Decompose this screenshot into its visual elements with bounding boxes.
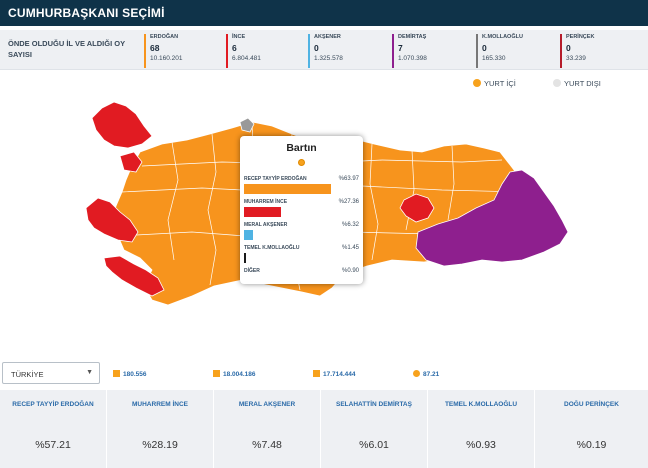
result-demirtas[interactable]: SELAHATTİN DEMİRTAŞ %6.01 bbox=[321, 390, 428, 468]
tooltip-candidate-name: DİĞER bbox=[244, 268, 260, 274]
tooltip-candidate-name: TEMEL K.MOLLAOĞLU bbox=[244, 245, 300, 251]
candidate-votes: 165.330 bbox=[482, 55, 506, 62]
candidate-province-count: 0 bbox=[566, 43, 571, 53]
candidate-name: AKŞENER bbox=[314, 34, 341, 40]
region-select-value: TÜRKİYE bbox=[11, 370, 44, 379]
stat-voters: 18.004.186 bbox=[213, 370, 256, 378]
candidate-name: İNCE bbox=[232, 34, 246, 40]
tooltip-bar-ince bbox=[244, 207, 282, 217]
tooltip-province-name: Bartın bbox=[286, 142, 317, 154]
result-candidate-pct: %0.19 bbox=[576, 439, 607, 451]
page-title: CUMHURBAŞKANI SEÇİMİ bbox=[8, 6, 165, 20]
tooltip-bar-aksener bbox=[244, 230, 253, 240]
tooltip-candidate-pct: %6.32 bbox=[341, 222, 359, 228]
candidate-votes: 1.325.578 bbox=[314, 55, 343, 62]
candidate-province-count: 68 bbox=[150, 43, 160, 53]
candidate-erdogan: ERDOĞAN 68 10.160.201 bbox=[144, 34, 214, 68]
legend-abroad[interactable]: YURT DIŞI bbox=[553, 79, 601, 88]
tooltip-candidate-pct: %1.45 bbox=[341, 245, 359, 251]
leader-party-icon bbox=[298, 159, 305, 166]
candidate-votes: 6.804.481 bbox=[232, 55, 261, 62]
tooltip-bar-karamollaoglu bbox=[244, 253, 246, 263]
candidate-province-count: 7 bbox=[398, 43, 403, 53]
tooltip-candidate-name: MERAL AKŞENER bbox=[244, 222, 288, 228]
candidate-votes: 33.239 bbox=[566, 55, 586, 62]
stat-value: 17.714.444 bbox=[323, 371, 356, 378]
result-candidate-name: DOĞU PERİNÇEK bbox=[564, 401, 619, 408]
candidate-name: DEMİRTAŞ bbox=[398, 34, 427, 40]
result-candidate-name: MERAL AKŞENER bbox=[238, 401, 296, 408]
map-region-aegean-south[interactable] bbox=[103, 255, 165, 297]
tooltip-bar-erdogan bbox=[244, 184, 331, 194]
results-bar: RECEP TAYYİP ERDOĞAN %57.21 MUHARREM İNC… bbox=[0, 390, 648, 468]
stat-value: 87.21 bbox=[423, 371, 440, 378]
result-candidate-pct: %57.21 bbox=[35, 439, 71, 451]
domestic-dot-icon bbox=[473, 79, 481, 87]
map-region-thrace[interactable] bbox=[91, 101, 153, 149]
legend-abroad-label: YURT DIŞI bbox=[564, 79, 601, 88]
legend-domestic-label: YURT İÇİ bbox=[484, 79, 516, 88]
abroad-dot-icon bbox=[553, 79, 561, 87]
map-province-bartin[interactable] bbox=[239, 117, 255, 133]
result-candidate-pct: %6.01 bbox=[359, 439, 389, 451]
candidate-votes: 1.070.398 bbox=[398, 55, 427, 62]
result-candidate-name: SELAHATTİN DEMİRTAŞ bbox=[336, 401, 412, 408]
candidate-votes: 10.160.201 bbox=[150, 55, 183, 62]
candidate-province-count: 0 bbox=[314, 43, 319, 53]
result-aksener[interactable]: MERAL AKŞENER %7.48 bbox=[214, 390, 321, 468]
candidate-aksener: AKŞENER 0 1.325.578 bbox=[308, 34, 378, 68]
result-candidate-name: RECEP TAYYİP ERDOĞAN bbox=[12, 401, 94, 408]
ballot-box-icon bbox=[113, 370, 120, 377]
result-erdogan[interactable]: RECEP TAYYİP ERDOĞAN %57.21 bbox=[0, 390, 107, 468]
tooltip-candidate-pct: %27.36 bbox=[338, 199, 359, 205]
result-candidate-name: TEMEL K.MOLLAOĞLU bbox=[444, 401, 518, 408]
candidate-karamollaoglu: K.MOLLAOĞLU 0 165.330 bbox=[476, 34, 546, 68]
chevron-down-icon: ▼ bbox=[86, 369, 93, 376]
voters-icon bbox=[213, 370, 220, 377]
legend-domestic[interactable]: YURT İÇİ bbox=[473, 79, 516, 88]
app-header: CUMHURBAŞKANI SEÇİMİ bbox=[0, 0, 648, 26]
result-candidate-pct: %0.93 bbox=[466, 439, 496, 451]
map-region-marmara[interactable] bbox=[119, 151, 143, 173]
result-karamollaoglu[interactable]: TEMEL K.MOLLAOĞLU %0.93 bbox=[428, 390, 535, 468]
stat-value: 180.556 bbox=[123, 371, 147, 378]
stat-valid-votes: 17.714.444 bbox=[313, 370, 356, 378]
tooltip-candidate-pct: %63.97 bbox=[338, 176, 359, 182]
result-candidate-name: MUHARREM İNCE bbox=[132, 401, 188, 408]
leading-label: ÖNDE OLDUĞU İL VE ALDIĞI OY SAYISI bbox=[8, 39, 125, 59]
map-province-tunceli[interactable] bbox=[399, 193, 435, 223]
valid-votes-icon bbox=[313, 370, 320, 377]
result-candidate-pct: %7.48 bbox=[252, 439, 282, 451]
tooltip-candidate-name: RECEP TAYYİP ERDOĞAN bbox=[244, 176, 307, 182]
stat-value: 18.004.186 bbox=[223, 371, 256, 378]
result-perincek[interactable]: DOĞU PERİNÇEK %0.19 bbox=[535, 390, 648, 468]
tooltip-candidate-pct: %0.90 bbox=[341, 268, 359, 274]
leading-provinces-bar: ÖNDE OLDUĞU İL VE ALDIĞI OY SAYISI ERDOĞ… bbox=[0, 30, 648, 70]
stat-ballot-boxes: 180.556 bbox=[113, 370, 147, 378]
province-tooltip: Bartın RECEP TAYYİP ERDOĞAN %63.97 MUHAR… bbox=[240, 136, 363, 284]
result-candidate-pct: %28.19 bbox=[142, 439, 178, 451]
region-select[interactable]: TÜRKİYE ▼ bbox=[2, 362, 100, 384]
candidate-name: K.MOLLAOĞLU bbox=[482, 34, 523, 40]
stat-turnout: 87.21 bbox=[413, 370, 439, 378]
candidate-name: PERİNÇEK bbox=[566, 34, 595, 40]
map-region-southeast[interactable] bbox=[415, 169, 569, 267]
candidate-perincek: PERİNÇEK 0 33.239 bbox=[560, 34, 630, 68]
result-ince[interactable]: MUHARREM İNCE %28.19 bbox=[107, 390, 214, 468]
turnout-icon bbox=[413, 370, 420, 377]
candidate-name: ERDOĞAN bbox=[150, 34, 179, 40]
candidate-province-count: 6 bbox=[232, 43, 237, 53]
tooltip-candidate-name: MUHARREM İNCE bbox=[244, 199, 288, 205]
map-region-aegean[interactable] bbox=[85, 197, 139, 243]
candidate-ince: İNCE 6 6.804.481 bbox=[226, 34, 296, 68]
candidate-demirtas: DEMİRTAŞ 7 1.070.398 bbox=[392, 34, 462, 68]
candidate-province-count: 0 bbox=[482, 43, 487, 53]
